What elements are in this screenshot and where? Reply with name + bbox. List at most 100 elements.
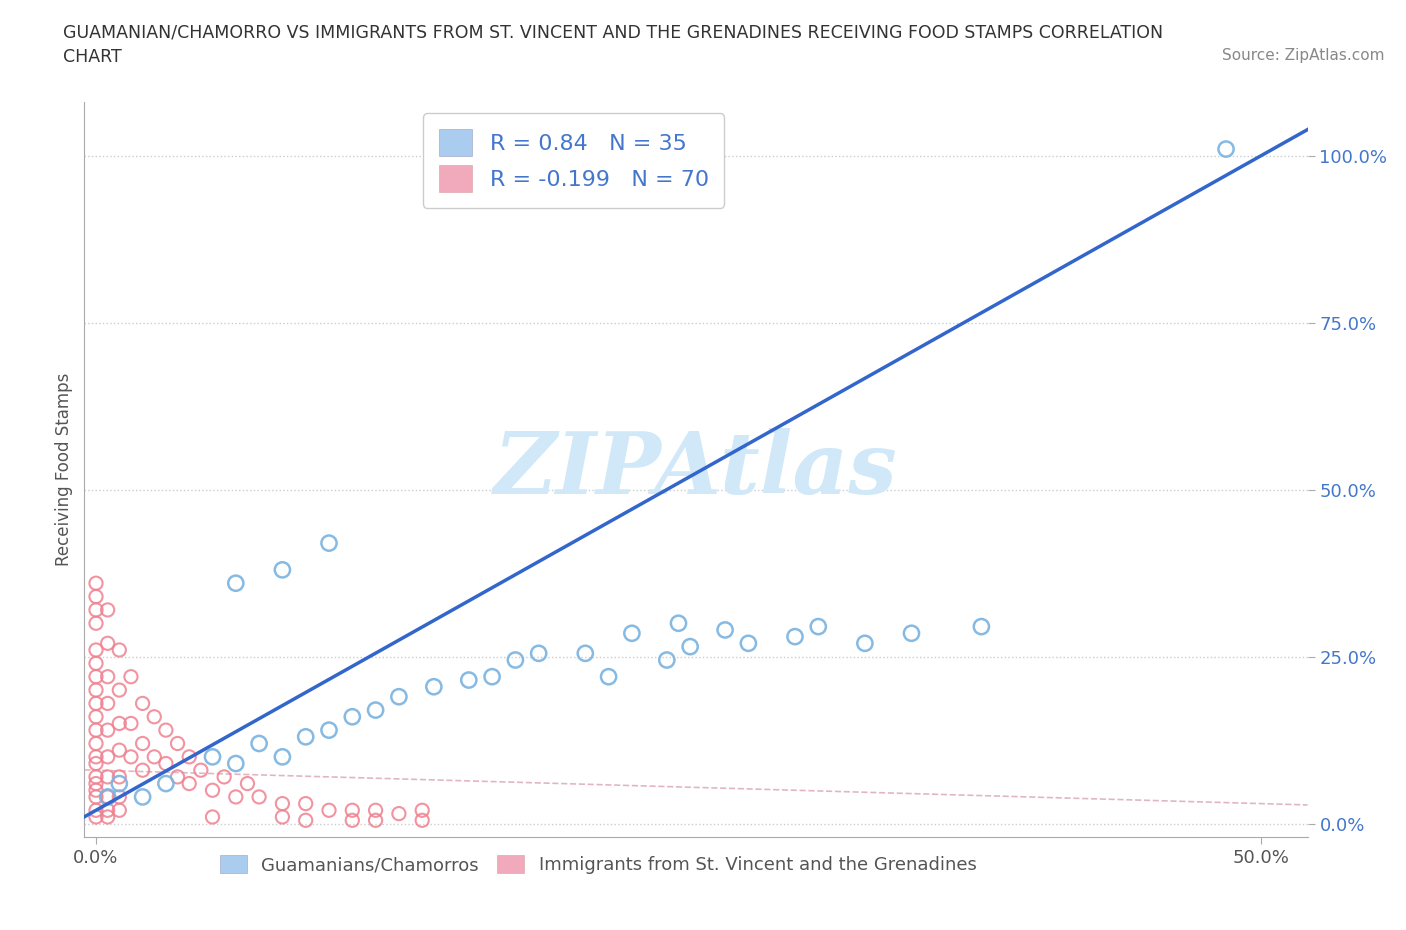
Point <box>247 736 270 751</box>
Point <box>807 619 830 634</box>
Point <box>342 803 364 817</box>
Point <box>271 750 294 764</box>
Point <box>84 769 107 784</box>
Point <box>225 790 247 804</box>
Point <box>108 643 131 658</box>
Point <box>84 710 107 724</box>
Point <box>598 670 620 684</box>
Point <box>236 777 259 791</box>
Point <box>120 670 142 684</box>
Point <box>84 696 107 711</box>
Point <box>179 750 201 764</box>
Point <box>84 777 107 791</box>
Point <box>97 790 120 804</box>
Point <box>655 653 678 668</box>
Point <box>84 723 107 737</box>
Point <box>574 646 596 661</box>
Point <box>108 777 131 791</box>
Point <box>668 616 690 631</box>
Point <box>97 809 120 824</box>
Point <box>1215 141 1237 156</box>
Point <box>84 589 107 604</box>
Point <box>271 809 294 824</box>
Point <box>155 723 177 737</box>
Point <box>342 813 364 828</box>
Point <box>364 813 387 828</box>
Point <box>84 809 107 824</box>
Point <box>84 656 107 671</box>
Point <box>201 783 224 798</box>
Point <box>388 689 411 704</box>
Point <box>84 790 107 804</box>
Point <box>271 796 294 811</box>
Point <box>84 736 107 751</box>
Point <box>212 769 235 784</box>
Point <box>364 803 387 817</box>
Point <box>131 790 153 804</box>
Point <box>84 670 107 684</box>
Point <box>84 756 107 771</box>
Point <box>155 777 177 791</box>
Y-axis label: Receiving Food Stamps: Receiving Food Stamps <box>55 373 73 566</box>
Text: GUAMANIAN/CHAMORRO VS IMMIGRANTS FROM ST. VINCENT AND THE GRENADINES RECEIVING F: GUAMANIAN/CHAMORRO VS IMMIGRANTS FROM ST… <box>63 23 1163 41</box>
Point <box>970 619 993 634</box>
Point <box>108 683 131 698</box>
Point <box>783 630 806 644</box>
Point <box>853 636 876 651</box>
Point <box>190 763 212 777</box>
Point <box>84 803 107 817</box>
Point <box>131 736 153 751</box>
Text: ZIPAtlas: ZIPAtlas <box>494 428 898 512</box>
Point <box>131 763 153 777</box>
Point <box>97 636 120 651</box>
Point <box>155 756 177 771</box>
Point <box>294 729 316 744</box>
Point <box>108 769 131 784</box>
Point <box>737 636 759 651</box>
Point <box>527 646 550 661</box>
Point <box>423 679 446 694</box>
Point <box>225 756 247 771</box>
Legend: Guamanians/Chamorros, Immigrants from St. Vincent and the Grenadines: Guamanians/Chamorros, Immigrants from St… <box>211 845 986 883</box>
Point <box>679 639 702 654</box>
Point <box>342 710 364 724</box>
Point <box>271 563 294 578</box>
Text: Source: ZipAtlas.com: Source: ZipAtlas.com <box>1222 48 1385 63</box>
Point <box>84 576 107 591</box>
Point <box>84 783 107 798</box>
Point <box>143 710 166 724</box>
Point <box>84 616 107 631</box>
Point <box>97 750 120 764</box>
Point <box>97 696 120 711</box>
Point <box>84 643 107 658</box>
Point <box>505 653 527 668</box>
Point <box>247 790 270 804</box>
Point <box>294 796 316 811</box>
Point <box>84 603 107 618</box>
Point <box>131 696 153 711</box>
Point <box>108 803 131 817</box>
Point <box>620 626 643 641</box>
Point <box>97 769 120 784</box>
Text: CHART: CHART <box>63 48 122 66</box>
Point <box>900 626 922 641</box>
Point <box>97 790 120 804</box>
Point <box>364 703 387 718</box>
Point <box>108 790 131 804</box>
Point <box>120 750 142 764</box>
Point <box>97 670 120 684</box>
Point <box>318 803 340 817</box>
Point <box>84 750 107 764</box>
Point <box>143 750 166 764</box>
Point <box>97 603 120 618</box>
Point <box>388 806 411 821</box>
Point <box>84 683 107 698</box>
Point <box>166 769 188 784</box>
Point <box>201 809 224 824</box>
Point <box>294 813 316 828</box>
Point <box>714 622 737 637</box>
Point <box>225 576 247 591</box>
Point <box>179 777 201 791</box>
Point <box>411 803 433 817</box>
Point <box>318 723 340 737</box>
